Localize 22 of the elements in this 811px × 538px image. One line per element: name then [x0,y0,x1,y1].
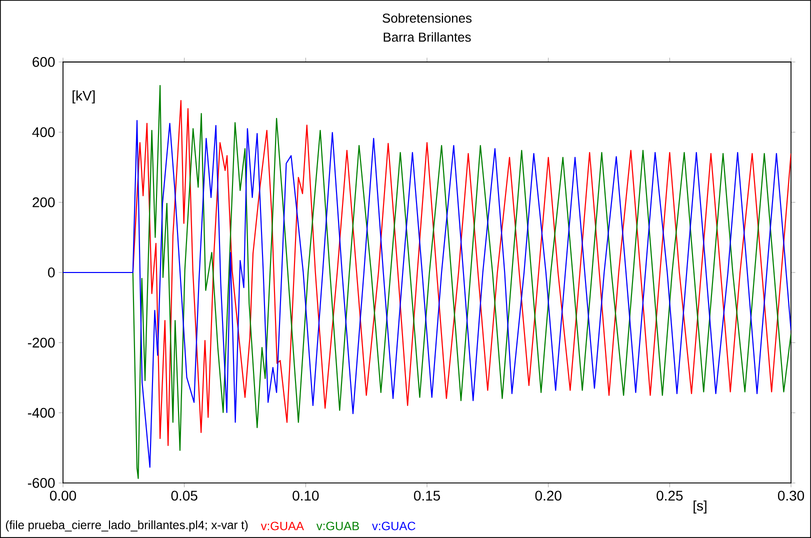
text: v:GUAC [372,522,416,530]
text: v:GUAA [260,522,304,530]
y-tick-label: -400 [28,408,55,418]
y-tick-label: 400 [32,127,55,138]
y-tick-label: 600 [32,57,55,67]
y-tick-label: 200 [32,197,55,208]
text: (file prueba_cierre_lado_brillantes.pl4; x-var t) [6,520,248,532]
x-tick-label: 0.25 [656,490,683,501]
x-tick-label: 0.10 [292,490,319,501]
x-tick-label: 0.05 [171,490,198,501]
y-axis-title: [kV] [72,90,95,104]
text: v:GUAB [316,522,359,530]
y-tick-label: -600 [28,478,55,488]
x-tick-label: 0.30 [778,490,804,501]
chart-subtitle: Barra Brillantes [384,32,471,42]
x-axis-title: [s] [694,500,706,514]
y-tick-label: -200 [28,338,55,348]
x-tick-label: 0.20 [535,490,562,501]
x-tick-label: 0.15 [414,490,440,501]
chart-title: Sobretensiones [382,13,472,23]
y-tick-label: 0 [48,268,55,278]
x-tick-label: 0.00 [50,490,76,501]
